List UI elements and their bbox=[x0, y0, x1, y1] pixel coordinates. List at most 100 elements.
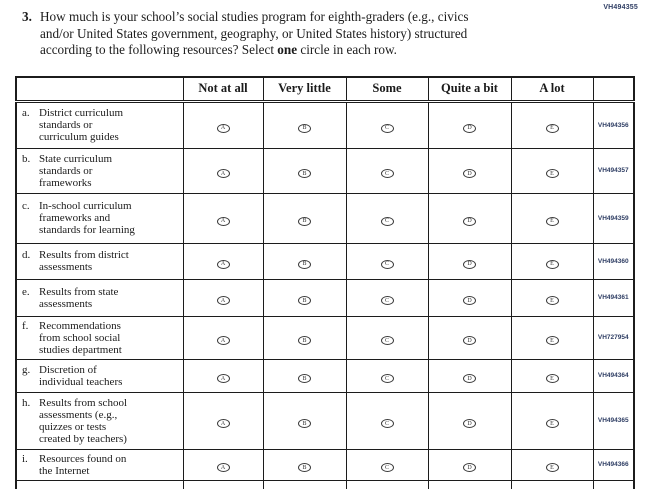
oval-letter: C bbox=[384, 337, 389, 344]
response-oval[interactable]: E bbox=[545, 463, 559, 472]
question-text-bold-word: one bbox=[277, 42, 298, 57]
response-oval[interactable]: B bbox=[298, 419, 311, 428]
table-cutoff-row bbox=[15, 479, 635, 489]
response-oval[interactable]: C bbox=[380, 374, 394, 383]
oval-letter: A bbox=[220, 297, 226, 304]
row-letter: h. bbox=[22, 396, 31, 409]
row-code: VH494365 bbox=[592, 391, 635, 450]
col-header-some: Some bbox=[345, 76, 429, 103]
row-letter: f. bbox=[22, 319, 29, 332]
response-oval[interactable]: A bbox=[216, 419, 230, 428]
response-oval[interactable]: A bbox=[216, 259, 230, 269]
oval-letter: A bbox=[220, 261, 226, 267]
response-oval[interactable]: C bbox=[380, 463, 394, 472]
question-text-part1: How much is your school’s social studies… bbox=[40, 9, 469, 57]
response-oval[interactable]: D bbox=[463, 123, 476, 133]
response-oval[interactable]: D bbox=[463, 419, 476, 428]
response-oval[interactable]: C bbox=[380, 419, 394, 428]
question-block: 3. How much is your school’s social stud… bbox=[22, 9, 607, 59]
row-letter: a. bbox=[22, 107, 30, 119]
col-header-quite-a-bit: Quite a bit bbox=[427, 76, 512, 103]
row-label: State curriculum standards or frameworks bbox=[39, 152, 113, 189]
oval-letter: A bbox=[220, 218, 226, 224]
response-oval[interactable]: D bbox=[463, 336, 476, 345]
response-oval[interactable]: D bbox=[463, 259, 476, 269]
oval-letter: D bbox=[467, 297, 472, 304]
row-letter: g. bbox=[22, 363, 31, 376]
response-oval[interactable]: E bbox=[545, 259, 559, 269]
oval-letter: D bbox=[467, 375, 472, 382]
oval-letter: E bbox=[550, 261, 554, 267]
response-oval[interactable]: A bbox=[216, 169, 230, 178]
response-oval[interactable]: D bbox=[463, 463, 476, 472]
col-header-not-at-all: Not at all bbox=[182, 76, 264, 103]
oval-letter: E bbox=[550, 218, 554, 224]
row-label: In-school curriculum frameworks and stan… bbox=[39, 200, 135, 236]
oval-letter: E bbox=[550, 375, 554, 382]
response-oval[interactable]: A bbox=[216, 336, 230, 345]
response-oval[interactable]: B bbox=[298, 374, 311, 383]
oval-letter: B bbox=[302, 170, 307, 177]
oval-letter: B bbox=[302, 125, 307, 131]
row-code: VH494359 bbox=[592, 192, 635, 244]
row-label: Recommendations from school social studi… bbox=[39, 319, 122, 356]
oval-letter: C bbox=[384, 218, 389, 224]
response-oval[interactable]: E bbox=[545, 374, 559, 383]
oval-letter: D bbox=[467, 420, 472, 427]
response-oval[interactable]: E bbox=[545, 123, 559, 133]
response-oval[interactable]: C bbox=[380, 259, 394, 269]
row-label: Results from school assessments (e.g., q… bbox=[39, 396, 127, 445]
oval-letter: C bbox=[384, 420, 389, 427]
oval-letter: D bbox=[467, 261, 472, 267]
response-oval[interactable]: E bbox=[545, 296, 559, 305]
oval-letter: D bbox=[467, 125, 472, 131]
oval-letter: E bbox=[550, 170, 554, 177]
response-oval[interactable]: B bbox=[298, 336, 311, 345]
row-code: VH494366 bbox=[592, 448, 635, 481]
table-row-c: c. In-school curriculum frameworks and st… bbox=[15, 192, 635, 244]
oval-letter: A bbox=[220, 337, 226, 344]
response-oval[interactable]: B bbox=[298, 296, 311, 305]
response-oval[interactable]: D bbox=[463, 374, 476, 383]
response-oval[interactable]: C bbox=[380, 169, 394, 178]
table-row-e: e. Results from state assessments A B C D… bbox=[15, 278, 635, 317]
oval-letter: E bbox=[550, 337, 554, 344]
response-oval[interactable]: C bbox=[380, 296, 394, 305]
oval-letter: B bbox=[302, 218, 307, 224]
table-row-d: d. Results from district assessments A B … bbox=[15, 242, 635, 280]
oval-letter: D bbox=[467, 218, 472, 224]
response-oval[interactable]: E bbox=[545, 216, 559, 226]
response-oval[interactable]: A bbox=[216, 463, 230, 472]
response-oval[interactable]: A bbox=[216, 123, 230, 133]
response-oval[interactable]: C bbox=[380, 216, 394, 226]
response-oval[interactable]: B bbox=[298, 463, 311, 472]
header-empty-cell bbox=[15, 76, 184, 103]
oval-letter: D bbox=[467, 337, 472, 344]
response-oval[interactable]: B bbox=[298, 123, 311, 133]
page-item-code: VH494355 bbox=[603, 4, 638, 11]
row-code: VH494357 bbox=[592, 147, 635, 194]
response-oval[interactable]: E bbox=[545, 169, 559, 178]
response-oval[interactable]: A bbox=[216, 216, 230, 226]
response-oval[interactable]: C bbox=[380, 336, 394, 345]
row-code: VH494360 bbox=[592, 242, 635, 280]
oval-letter: B bbox=[302, 261, 307, 267]
oval-letter: C bbox=[384, 297, 389, 304]
response-oval[interactable]: B bbox=[298, 259, 311, 269]
row-label: Discretion of individual teachers bbox=[39, 363, 123, 388]
response-oval[interactable]: C bbox=[380, 123, 394, 133]
response-oval[interactable]: A bbox=[216, 296, 230, 305]
row-code: VH494356 bbox=[592, 100, 635, 149]
col-header-a-lot: A lot bbox=[510, 76, 594, 103]
row-code: VH727954 bbox=[592, 315, 635, 360]
response-oval[interactable]: A bbox=[216, 374, 230, 383]
response-oval[interactable]: B bbox=[298, 169, 311, 178]
response-oval[interactable]: D bbox=[463, 296, 476, 305]
oval-letter: E bbox=[550, 464, 554, 471]
response-oval[interactable]: B bbox=[298, 216, 311, 226]
response-oval[interactable]: E bbox=[545, 419, 559, 428]
response-oval[interactable]: D bbox=[463, 216, 476, 226]
response-oval[interactable]: D bbox=[463, 169, 476, 178]
response-oval[interactable]: E bbox=[545, 336, 559, 345]
